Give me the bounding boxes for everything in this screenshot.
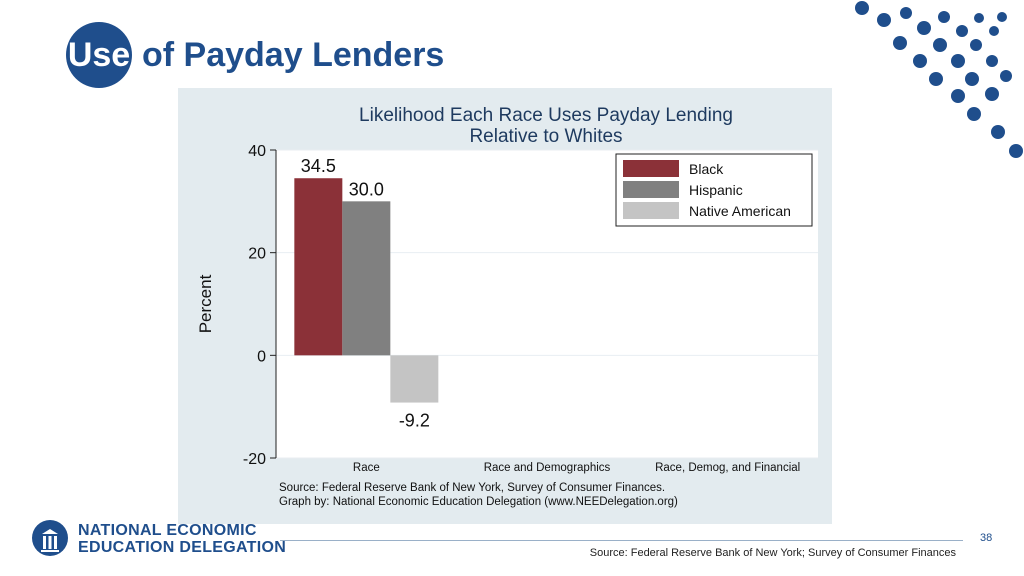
decorative-dots [855,1,1023,158]
y-tick-label: -20 [243,451,266,468]
legend-swatch [623,202,679,219]
legend-swatch [623,160,679,177]
source-note: Source: Federal Reserve Bank of New York… [279,482,665,494]
bar [390,355,439,403]
graph-note: Graph by: National Economic Education De… [279,496,678,508]
y-axis-label: Percent [196,274,215,333]
slide-title: Use of Payday Lenders [66,22,444,88]
org-name-line1: NATIONAL ECONOMIC [78,522,257,539]
y-tick-label: 40 [248,143,266,160]
x-tick-label: Race [353,462,380,474]
bar [342,201,391,356]
bar [294,178,343,356]
data-label: 34.5 [301,156,336,176]
legend-swatch [623,181,679,198]
data-label: 30.0 [349,179,384,199]
y-tick-label: 20 [248,246,266,263]
legend-label: Hispanic [689,182,743,198]
title-badge: Use [66,22,132,88]
data-label: -9.2 [399,411,430,431]
page-number: 38 [980,532,993,544]
footer-source: Source: Federal Reserve Bank of New York… [589,547,956,559]
y-tick-label: 0 [257,348,266,365]
x-tick-label: Race, Demog, and Financial [655,462,800,474]
x-tick-label: Race and Demographics [484,462,611,474]
chart-subtitle: Relative to Whites [469,126,622,147]
chart-title: Likelihood Each Race Uses Payday Lending [359,105,733,126]
title-text: of Payday Lenders [142,35,445,74]
org-logo-icon [32,520,68,556]
chart-panel: 34.5 30.0 -9.2 -20 0 20 40 Race Race and Demogr… [178,88,832,524]
bar-chart: 34.5 30.0 -9.2 -20 0 20 40 Race Race and Demogr… [196,105,818,508]
legend-label: Native American [689,203,791,219]
footer-divider [280,540,963,541]
org-name: NATIONAL ECONOMIC EDUCATION DELEGATION [78,522,286,556]
legend-label: Black [689,161,724,177]
org-name-line2: EDUCATION DELEGATION [78,539,287,556]
